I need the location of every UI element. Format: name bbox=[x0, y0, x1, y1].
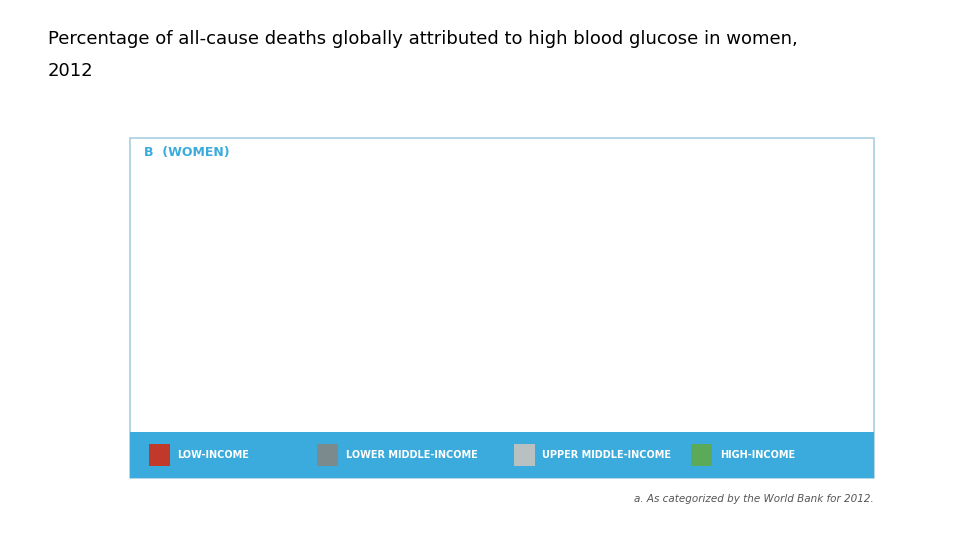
Bar bbox=[240, 400, 258, 427]
Bar bbox=[258, 400, 276, 427]
Bar bbox=[624, 192, 642, 427]
Text: Percentage of all-cause deaths globally attributed to high blood glucose in wome: Percentage of all-cause deaths globally … bbox=[48, 30, 798, 48]
Bar bbox=[396, 376, 414, 427]
Bar bbox=[816, 261, 834, 427]
Y-axis label: % of total deaths attributable to high blood glucose: % of total deaths attributable to high b… bbox=[147, 165, 156, 435]
Text: LOW-INCOME: LOW-INCOME bbox=[178, 450, 250, 460]
Bar bbox=[720, 203, 738, 427]
Text: LOWER MIDDLE-INCOME: LOWER MIDDLE-INCOME bbox=[346, 450, 477, 460]
Bar bbox=[300, 408, 318, 427]
Bar bbox=[528, 250, 546, 427]
Text: HIGH-INCOME: HIGH-INCOME bbox=[720, 450, 795, 460]
Bar bbox=[336, 385, 354, 427]
Bar bbox=[432, 327, 450, 427]
Bar bbox=[606, 190, 624, 427]
Bar bbox=[684, 263, 702, 427]
Bar bbox=[492, 308, 510, 427]
Text: a. As categorized by the World Bank for 2012.: a. As categorized by the World Bank for … bbox=[634, 494, 874, 504]
Bar bbox=[798, 252, 816, 427]
Bar bbox=[204, 414, 222, 427]
Bar bbox=[450, 374, 468, 427]
Bar bbox=[642, 327, 660, 427]
Bar bbox=[354, 391, 372, 427]
Bar bbox=[834, 305, 852, 427]
Bar bbox=[222, 400, 240, 427]
Bar bbox=[738, 305, 756, 427]
Bar bbox=[702, 208, 720, 427]
Bar bbox=[318, 385, 336, 427]
Bar bbox=[414, 323, 432, 427]
Bar bbox=[780, 305, 798, 427]
Bar bbox=[510, 237, 528, 427]
Text: 2012: 2012 bbox=[48, 62, 94, 80]
Bar bbox=[588, 258, 606, 427]
Text: UPPER MIDDLE-INCOME: UPPER MIDDLE-INCOME bbox=[542, 450, 671, 460]
Text: B  (WOMEN): B (WOMEN) bbox=[144, 146, 229, 159]
Bar bbox=[546, 352, 564, 427]
